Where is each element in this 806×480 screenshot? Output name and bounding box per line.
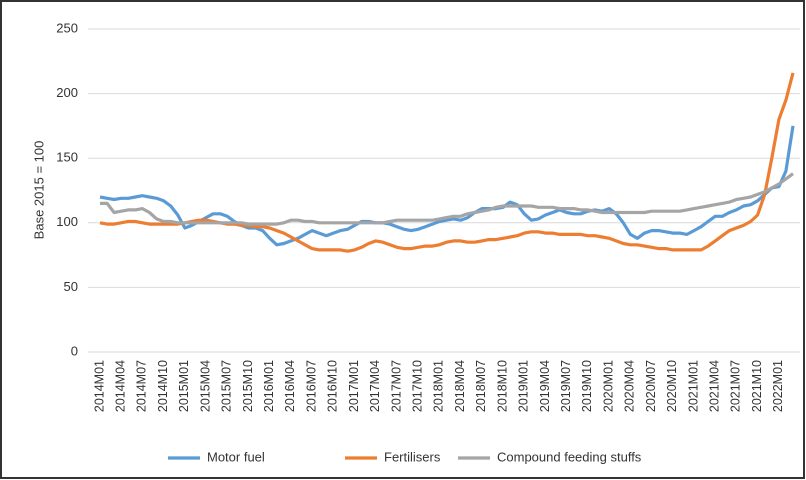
x-tick-label: 2021M10	[750, 360, 764, 412]
y-tick-label: 100	[56, 214, 78, 229]
x-tick-label: 2017M07	[389, 360, 403, 412]
x-tick-label: 2016M10	[326, 360, 340, 412]
x-tick-label: 2014M04	[114, 360, 128, 412]
x-tick-label: 2019M10	[580, 360, 594, 412]
x-tick-label: 2017M04	[368, 360, 382, 412]
x-tick-label: 2020M10	[665, 360, 679, 412]
x-tick-label: 2014M07	[135, 360, 149, 412]
x-tick-label: 2020M07	[644, 360, 658, 412]
y-axis-label: Base 2015 = 100	[31, 141, 46, 240]
y-tick-label: 200	[56, 85, 78, 100]
x-tick-label: 2015M04	[198, 360, 212, 412]
x-tick-label: 2019M04	[538, 360, 552, 412]
x-tick-label: 2017M01	[347, 360, 361, 412]
x-tick-label: 2021M01	[686, 360, 700, 412]
x-tick-label: 2016M01	[262, 360, 276, 412]
x-tick-label: 2014M10	[156, 360, 170, 412]
x-tick-label: 2015M07	[220, 360, 234, 412]
x-tick-label: 2017M10	[411, 360, 425, 412]
x-tick-label: 2015M10	[241, 360, 255, 412]
y-tick-label: 150	[56, 150, 78, 165]
x-tick-label: 2018M04	[453, 360, 467, 412]
legend-label: Compound feeding stuffs	[497, 449, 642, 464]
x-tick-label: 2019M01	[517, 360, 531, 412]
x-tick-label: 2016M07	[304, 360, 318, 412]
x-tick-label: 2021M04	[708, 360, 722, 412]
x-tick-label: 2016M04	[283, 360, 297, 412]
x-tick-label: 2018M10	[495, 360, 509, 412]
x-tick-label: 2020M01	[601, 360, 615, 412]
x-tick-label: 2018M07	[474, 360, 488, 412]
x-tick-label: 2019M07	[559, 360, 573, 412]
x-tick-label: 2018M01	[432, 360, 446, 412]
x-tick-label: 2020M04	[623, 360, 637, 412]
y-tick-label: 0	[71, 343, 78, 358]
x-tick-label: 2014M01	[92, 360, 106, 412]
x-tick-label: 2022M01	[771, 360, 785, 412]
y-tick-label: 50	[64, 279, 78, 294]
series-line	[99, 125, 795, 247]
x-tick-label: 2015M01	[177, 360, 191, 412]
series-line	[100, 172, 794, 226]
x-tick-label: 2021M07	[729, 360, 743, 412]
legend-label: Fertilisers	[384, 449, 441, 464]
y-tick-label: 250	[56, 20, 78, 35]
legend-label: Motor fuel	[207, 449, 265, 464]
